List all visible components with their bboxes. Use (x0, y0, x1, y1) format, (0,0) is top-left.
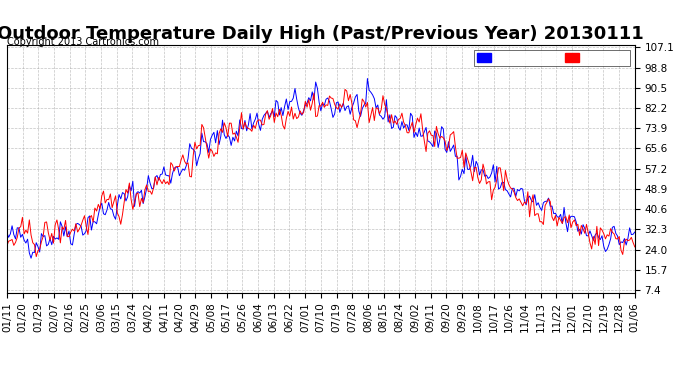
Line: Previous  (°F): Previous (°F) (7, 78, 635, 258)
Past  (°F) (544, 196, 553, 201)
Text: Copyright 2013 Cartronics.com: Copyright 2013 Cartronics.com (7, 37, 159, 47)
Line: Past  (°F): Past (°F) (7, 89, 635, 256)
Previous  (°F) (177, 170, 186, 174)
Previous  (°F) (3, 230, 11, 235)
Title: Outdoor Temperature Daily High (Past/Previous Year) 20130111: Outdoor Temperature Daily High (Past/Pre… (0, 26, 644, 44)
Past  (°F) (604, 234, 613, 238)
Past  (°F) (3, 243, 11, 248)
Previous  (°F) (27, 256, 35, 261)
Past  (°F) (341, 87, 349, 92)
Previous  (°F) (544, 196, 553, 200)
Previous  (°F) (364, 76, 372, 81)
Past  (°F) (258, 123, 266, 127)
Past  (°F) (137, 196, 146, 201)
Past  (°F) (255, 118, 263, 122)
Past  (°F) (631, 244, 639, 249)
Legend: Previous  (°F), Past  (°F): Previous (°F), Past (°F) (474, 50, 630, 66)
Past  (°F) (32, 254, 41, 259)
Past  (°F) (177, 158, 186, 162)
Previous  (°F) (255, 122, 263, 127)
Previous  (°F) (137, 188, 146, 192)
Previous  (°F) (258, 117, 266, 122)
Previous  (°F) (604, 242, 613, 247)
Previous  (°F) (631, 230, 639, 234)
